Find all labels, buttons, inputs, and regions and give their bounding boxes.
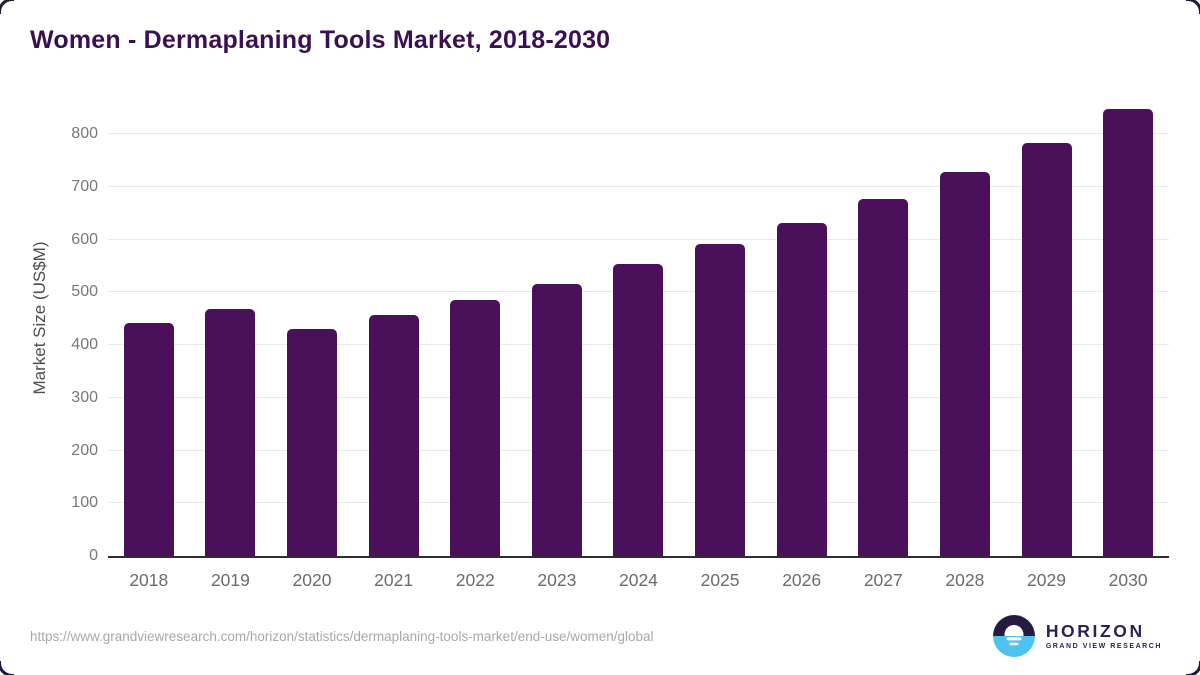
bar-2024[interactable] <box>613 264 664 556</box>
bar-slot-2018 <box>108 108 190 556</box>
frame-corner-bottom-right <box>1186 661 1200 675</box>
bar-slot-2020 <box>271 108 353 556</box>
bar-2030[interactable] <box>1103 109 1154 556</box>
logo-subtitle: GRAND VIEW RESEARCH <box>1045 643 1162 651</box>
bar-2021[interactable] <box>368 315 419 556</box>
bar-2018[interactable] <box>123 323 174 556</box>
x-tick-label-2026: 2026 <box>782 570 822 590</box>
sunset-circle-icon <box>992 615 1035 657</box>
bar-slot-2028 <box>924 108 1006 556</box>
bar-slot-2026 <box>761 108 843 556</box>
bar-2025[interactable] <box>695 243 746 556</box>
y-tick-label-800: 800 <box>71 125 98 143</box>
gridline-600 <box>108 238 1169 240</box>
y-tick-label-400: 400 <box>71 336 98 354</box>
bar-slot-2027 <box>842 108 924 556</box>
bar-slot-2021 <box>353 108 435 556</box>
x-tick-label-2023: 2023 <box>537 570 577 590</box>
bar-2022[interactable] <box>450 299 501 556</box>
y-axis-ticks: 0 100 200 300 400 500 600 700 800 <box>71 108 1169 564</box>
bar-slot-2019 <box>190 108 272 556</box>
y-axis-title: Market Size (US$M) <box>30 241 49 395</box>
y-tick-label-700: 700 <box>71 178 98 196</box>
bar-2029[interactable] <box>1021 142 1072 556</box>
bar-2026[interactable] <box>776 223 827 556</box>
bar-slot-2030 <box>1087 108 1169 556</box>
bar-2023[interactable] <box>531 283 582 556</box>
bar-2027[interactable] <box>858 198 909 556</box>
bar-2020[interactable] <box>287 329 338 556</box>
gridline-800 <box>108 133 1169 135</box>
x-axis-line <box>108 556 1169 558</box>
y-tick-label-200: 200 <box>71 441 98 459</box>
y-tick-label-600: 600 <box>71 230 98 248</box>
x-tick-label-2030: 2030 <box>1108 570 1148 590</box>
y-tick-label-0: 0 <box>89 547 98 564</box>
bar-slot-2023 <box>516 108 598 556</box>
chart-title: Women - Dermaplaning Tools Market, 2018-… <box>30 26 611 54</box>
x-tick-label-2022: 2022 <box>455 570 495 590</box>
frame-corner-bottom-left <box>0 661 14 675</box>
bar-2028[interactable] <box>939 171 990 556</box>
logo-text: HORIZON GRAND VIEW RESEARCH <box>1045 620 1162 651</box>
plot-area: 0 100 200 300 400 500 600 700 800 <box>71 108 1169 564</box>
x-axis-ticks: 2018 2019 2020 2021 2022 2023 2024 2025 2026 2027… <box>108 570 1169 591</box>
source-url: https://www.grandviewresearch.com/horizo… <box>30 629 654 644</box>
horizon-logo: HORIZON GRAND VIEW RESEARCH <box>992 614 1162 658</box>
bar-slot-2022 <box>434 108 516 556</box>
y-tick-label-300: 300 <box>71 388 98 406</box>
logo-name: HORIZON <box>1045 620 1145 641</box>
bar-series <box>108 108 1169 556</box>
frame-corner-top-right <box>1186 0 1200 14</box>
x-tick-label-2024: 2024 <box>618 570 658 590</box>
bar-slot-2024 <box>598 108 680 556</box>
x-tick-label-2029: 2029 <box>1027 570 1066 590</box>
bar-slot-2025 <box>679 108 761 556</box>
y-tick-label-100: 100 <box>71 494 98 512</box>
y-tick-label-500: 500 <box>71 283 98 301</box>
gridline-700 <box>108 186 1169 188</box>
x-tick-label-2021: 2021 <box>374 570 414 590</box>
bar-2019[interactable] <box>205 309 256 556</box>
x-tick-label-2019: 2019 <box>210 570 250 590</box>
bar-slot-2029 <box>1006 108 1088 556</box>
x-tick-label-2025: 2025 <box>700 570 740 590</box>
x-tick-label-2028: 2028 <box>945 570 985 590</box>
x-tick-label-2020: 2020 <box>292 570 332 590</box>
frame-corner-top-left <box>0 0 14 14</box>
x-tick-label-2018: 2018 <box>129 570 169 590</box>
x-tick-label-2027: 2027 <box>863 570 903 590</box>
